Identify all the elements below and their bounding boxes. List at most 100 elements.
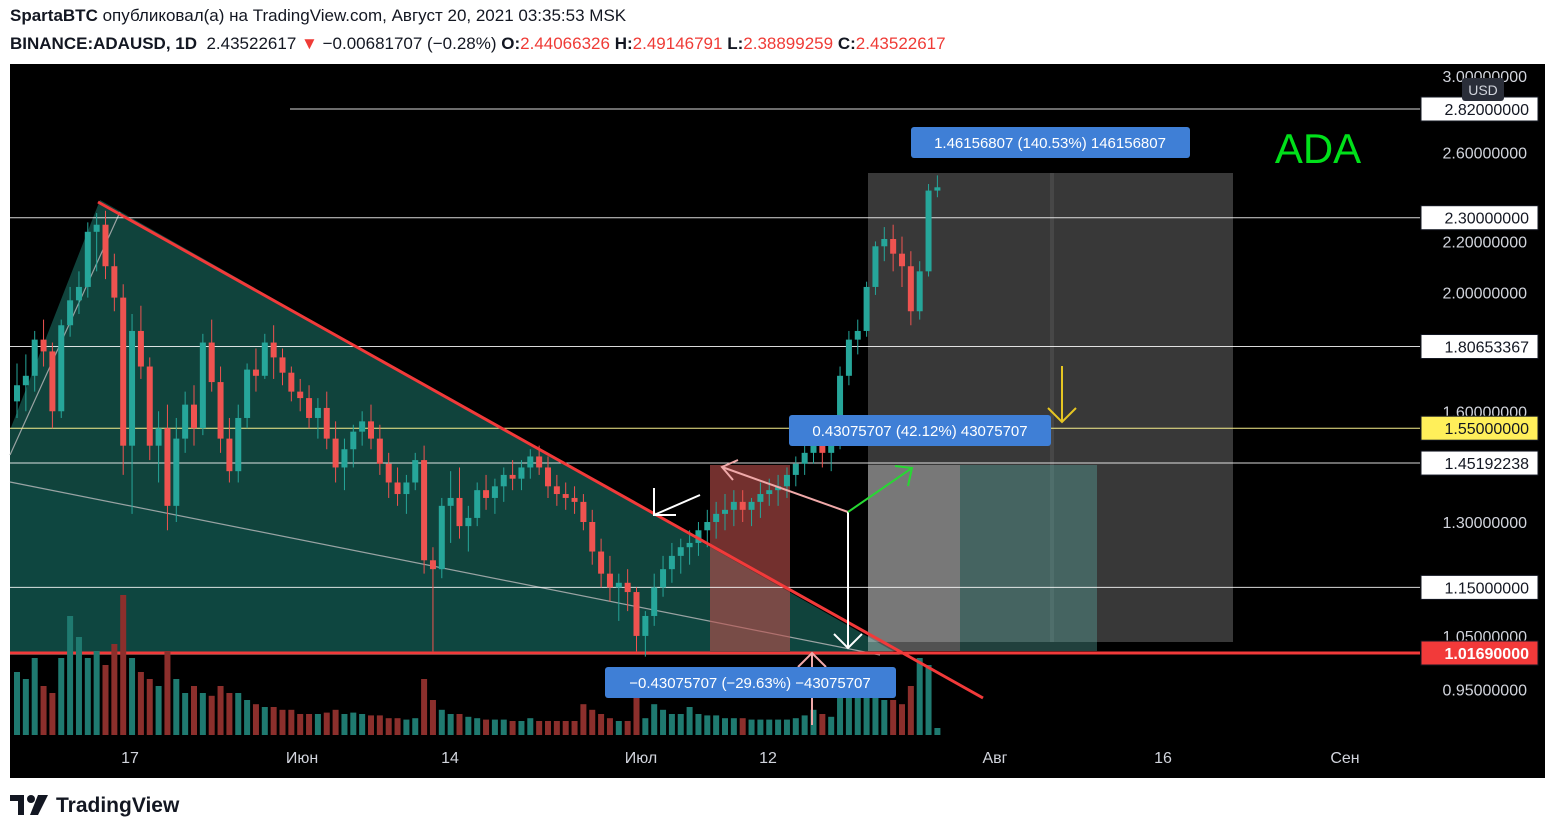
candle-body[interactable] (252, 369, 259, 376)
candle-body[interactable] (385, 463, 392, 483)
candle-body[interactable] (757, 494, 764, 502)
candle-body[interactable] (589, 522, 596, 552)
candle-body[interactable] (208, 342, 215, 383)
candle-body[interactable] (881, 238, 888, 247)
price-axis[interactable]: 3.000000002.600000002.200000002.00000000… (1420, 69, 1539, 699)
candle-body[interactable] (792, 463, 799, 475)
candle-body[interactable] (518, 467, 525, 479)
candle-body[interactable] (766, 490, 773, 495)
candle-body[interactable] (429, 560, 436, 570)
candle-body[interactable] (182, 404, 189, 439)
candle-body[interactable] (553, 486, 560, 495)
candle-body[interactable] (261, 342, 268, 376)
candle-body[interactable] (775, 486, 782, 491)
candle-body[interactable] (359, 421, 366, 432)
candle-body[interactable] (438, 505, 445, 570)
candle-body[interactable] (297, 391, 304, 399)
candle-body[interactable] (412, 460, 419, 483)
candle-body[interactable] (934, 187, 941, 191)
candle-body[interactable] (783, 474, 790, 487)
candle-body[interactable] (155, 428, 162, 446)
candle-body[interactable] (173, 438, 180, 506)
candle-body[interactable] (226, 438, 233, 472)
candle-body[interactable] (244, 369, 251, 418)
candle-body[interactable] (350, 431, 357, 450)
author-name[interactable]: SpartaBTC (10, 6, 98, 25)
candle-body[interactable] (49, 351, 56, 412)
candle-body[interactable] (730, 501, 737, 510)
candle-body[interactable] (580, 501, 587, 523)
candle-body[interactable] (191, 404, 197, 429)
candle-body[interactable] (14, 385, 20, 402)
candle-body[interactable] (111, 266, 118, 298)
candle-body[interactable] (854, 330, 861, 340)
candle-body[interactable] (668, 555, 675, 570)
candle-body[interactable] (624, 582, 631, 593)
candle-body[interactable] (872, 246, 879, 287)
candle-body[interactable] (828, 445, 835, 453)
candle-body[interactable] (332, 438, 339, 468)
candle-body[interactable] (31, 339, 38, 376)
candle-body[interactable] (146, 366, 153, 446)
candle-body[interactable] (660, 569, 667, 588)
candle-body[interactable] (483, 490, 490, 498)
candle-body[interactable] (102, 224, 109, 267)
candle-body[interactable] (686, 542, 693, 548)
candle-body[interactable] (907, 266, 914, 312)
candle-body[interactable] (837, 375, 844, 446)
candle-body[interactable] (421, 460, 428, 561)
candle-body[interactable] (403, 482, 410, 495)
time-axis[interactable]: 17 Июн 14 Июл 12 Авг 16 Сен (121, 750, 1360, 767)
candle-body[interactable] (288, 372, 295, 392)
candle-body[interactable] (279, 357, 286, 373)
candle-body[interactable] (67, 300, 74, 326)
candle-body[interactable] (199, 342, 206, 429)
candle-body[interactable] (500, 474, 507, 487)
candle-body[interactable] (863, 286, 870, 331)
candle-body[interactable] (651, 587, 658, 616)
candle-body[interactable] (129, 330, 136, 446)
candle-body[interactable] (270, 342, 277, 358)
candle-body[interactable] (509, 474, 516, 479)
candle-body[interactable] (845, 339, 852, 376)
candle-body[interactable] (22, 375, 29, 386)
candle-body[interactable] (713, 513, 720, 523)
candle-body[interactable] (465, 517, 472, 527)
candle-body[interactable] (58, 325, 65, 412)
candle-body[interactable] (75, 286, 82, 301)
candle-body[interactable] (394, 482, 401, 495)
candle-body[interactable] (536, 456, 543, 468)
candle-body[interactable] (137, 330, 144, 367)
candle-body[interactable] (722, 509, 728, 514)
candle-body[interactable] (598, 551, 605, 574)
trendline-descending[interactable] (97, 200, 984, 700)
candle-body[interactable] (120, 297, 127, 446)
candle-body[interactable] (376, 438, 383, 464)
candle-body[interactable] (341, 449, 348, 468)
candle-body[interactable] (801, 452, 808, 464)
candle-body[interactable] (368, 421, 374, 439)
candle-body[interactable] (164, 428, 171, 506)
candle-body[interactable] (93, 224, 100, 232)
candle-body[interactable] (899, 253, 905, 267)
candle-body[interactable] (474, 490, 481, 518)
candle-body[interactable] (615, 582, 622, 588)
candle-body[interactable] (925, 190, 932, 272)
candle-body[interactable] (545, 467, 551, 487)
candle-body[interactable] (890, 238, 897, 254)
candle-body[interactable] (695, 530, 702, 543)
candle-body[interactable] (562, 494, 569, 498)
candle-body[interactable] (235, 417, 242, 472)
candle-body[interactable] (314, 407, 321, 418)
candle-body[interactable] (633, 592, 640, 636)
candle-body[interactable] (306, 398, 313, 418)
candle-body[interactable] (456, 497, 463, 527)
tradingview-logo[interactable]: TradingView (10, 794, 179, 818)
candle-body[interactable] (739, 501, 746, 510)
candle-body[interactable] (642, 615, 649, 636)
candle-body[interactable] (323, 407, 330, 439)
candle-body[interactable] (677, 547, 684, 556)
candle-body[interactable] (748, 501, 755, 510)
candle-body[interactable] (217, 382, 224, 439)
candle-body[interactable] (527, 456, 534, 468)
